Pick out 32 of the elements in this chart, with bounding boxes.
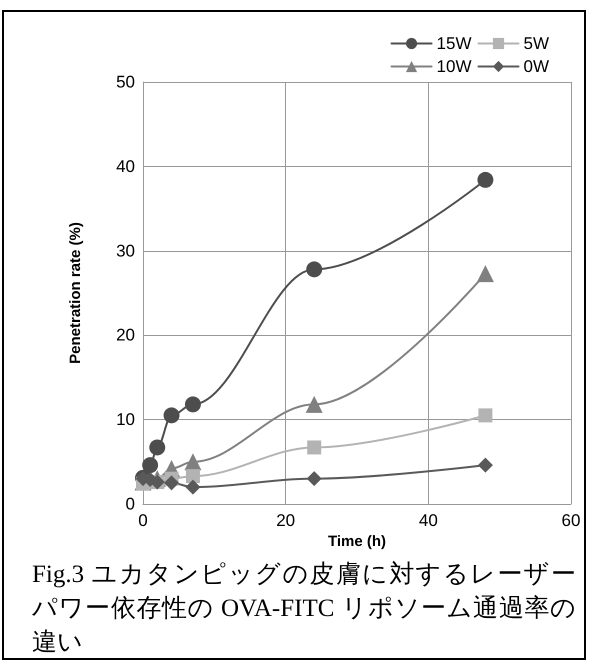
point (184, 396, 201, 412)
caption: Fig.3 ユカタンピッグの皮膚に対するレーザーパワー依存性の OVA-FITC リポソーム通過率の違い (32, 560, 576, 658)
point (306, 471, 322, 486)
y-tick-label: 0 (126, 494, 135, 514)
point (307, 440, 322, 454)
point (142, 457, 158, 474)
y-tick-label: 10 (116, 410, 135, 430)
point (164, 475, 180, 490)
y-tick-label: 20 (116, 326, 135, 345)
point (149, 439, 166, 456)
legend-label: 10W (436, 57, 472, 76)
point (306, 261, 322, 278)
point (306, 396, 323, 413)
legend-label: 5W (524, 34, 549, 53)
x-axis-title: Time (h) (328, 533, 386, 550)
y-axis-title: Penetration rate (%) (67, 222, 84, 364)
x-tick-label: 40 (418, 511, 438, 530)
x-tick-label: 20 (276, 511, 296, 530)
y-tick-label: 50 (116, 72, 135, 92)
point (477, 172, 494, 188)
legend-label: 0W (524, 57, 549, 76)
point (478, 408, 492, 422)
point (186, 469, 200, 484)
x-tick-label: 60 (562, 511, 580, 530)
point (478, 458, 493, 473)
y-tick-label: 40 (116, 156, 135, 176)
point (476, 265, 494, 282)
point (185, 480, 200, 495)
y-tick-label: 30 (116, 241, 135, 260)
x-tick-label: 0 (138, 511, 148, 530)
legend-label: 15W (436, 34, 472, 53)
point (164, 407, 180, 424)
